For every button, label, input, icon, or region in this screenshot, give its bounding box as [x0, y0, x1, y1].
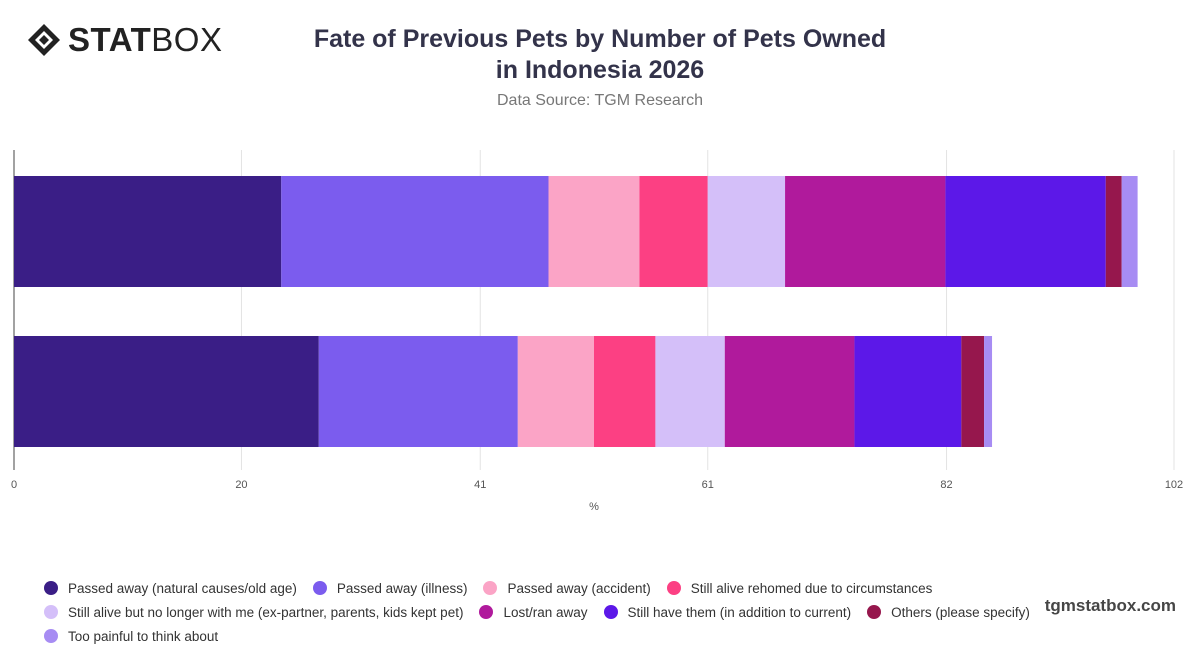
- legend-item[interactable]: Passed away (accident): [483, 578, 651, 598]
- legend-item[interactable]: Still alive but no longer with me (ex-pa…: [44, 602, 463, 622]
- logo-bold-text: STAT: [68, 21, 152, 58]
- statbox-logo: STATBOX: [26, 22, 222, 58]
- bar-segment: [961, 336, 985, 447]
- legend-item[interactable]: Too painful to think about: [44, 626, 218, 646]
- bar-segment: [548, 176, 640, 287]
- legend-swatch: [479, 605, 494, 619]
- x-tick-label: 0: [11, 479, 17, 491]
- legend-label: Others (please specify): [891, 604, 1030, 620]
- bar-segment: [1121, 176, 1138, 287]
- bar-segment: [945, 176, 1106, 287]
- legend-swatch: [44, 605, 58, 619]
- x-tick-label: 20: [235, 479, 247, 491]
- bar-segment: [1105, 176, 1122, 287]
- logo-light-text: BOX: [151, 21, 223, 58]
- legend-swatch: [603, 605, 618, 619]
- legend-item[interactable]: Others (please specify): [867, 602, 1030, 622]
- legend-item[interactable]: Lost/ran away: [479, 602, 588, 622]
- x-tick-label: 41: [474, 479, 486, 491]
- x-tick-label: 102: [1165, 479, 1183, 491]
- legend-label: Still have them (in addition to current): [627, 604, 852, 620]
- x-axis-label: %: [589, 501, 599, 513]
- watermark: tgmstatbox.com: [1044, 596, 1176, 615]
- bar-segment: [318, 336, 518, 447]
- statbox-diamond-icon: [28, 24, 60, 56]
- legend-swatch: [867, 605, 882, 619]
- bar-segment: [785, 176, 946, 287]
- bar-segment: [984, 336, 993, 447]
- legend-item[interactable]: Still have them (in addition to current): [603, 602, 852, 622]
- x-tick-label: 61: [702, 479, 714, 491]
- bar-segment: [655, 336, 725, 447]
- legend-label: Too painful to think about: [68, 628, 219, 644]
- legend-item[interactable]: Passed away (natural causes/old age): [44, 578, 297, 598]
- legend-swatch: [666, 581, 681, 595]
- legend-label: Still alive rehomed due to circumstances: [690, 580, 933, 596]
- bar-segment: [639, 176, 708, 287]
- bar-segment: [517, 336, 594, 447]
- legend-swatch: [44, 629, 58, 643]
- chart-subtitle: Data Source: TGM Research: [496, 92, 703, 109]
- legend-label: Passed away (natural causes/old age): [68, 580, 297, 596]
- bar-segment: [14, 336, 319, 447]
- logo-wordmark: STATBOX: [68, 22, 222, 58]
- stacked-bar-chart: 0 20 41 61 82 102%: [11, 150, 1183, 513]
- legend-label: Still alive but no longer with me (ex-pa…: [68, 604, 464, 620]
- legend-label: Lost/ran away: [503, 604, 588, 620]
- bar-segment: [14, 176, 282, 287]
- x-tick-label: 82: [940, 479, 952, 491]
- chart-title: Fate of Previous Pets by Number of Pets …: [313, 25, 887, 84]
- legend-swatch: [44, 581, 58, 595]
- legend-label: Passed away (illness): [336, 580, 468, 596]
- legend-swatch: [312, 581, 327, 595]
- legend-item[interactable]: Passed away (illness): [312, 578, 468, 598]
- bar-segment: [724, 336, 855, 447]
- bar-segment: [594, 336, 656, 447]
- legend-item[interactable]: Still alive rehomed due to circumstances: [666, 578, 933, 598]
- bar-segment: [281, 176, 549, 287]
- bar-segment: [854, 336, 962, 447]
- chart-legend: Passed away (natural causes/old age) Pass…: [44, 578, 1184, 646]
- legend-swatch: [483, 581, 498, 595]
- bar-segment: [707, 176, 786, 287]
- legend-label: Passed away (accident): [507, 580, 651, 596]
